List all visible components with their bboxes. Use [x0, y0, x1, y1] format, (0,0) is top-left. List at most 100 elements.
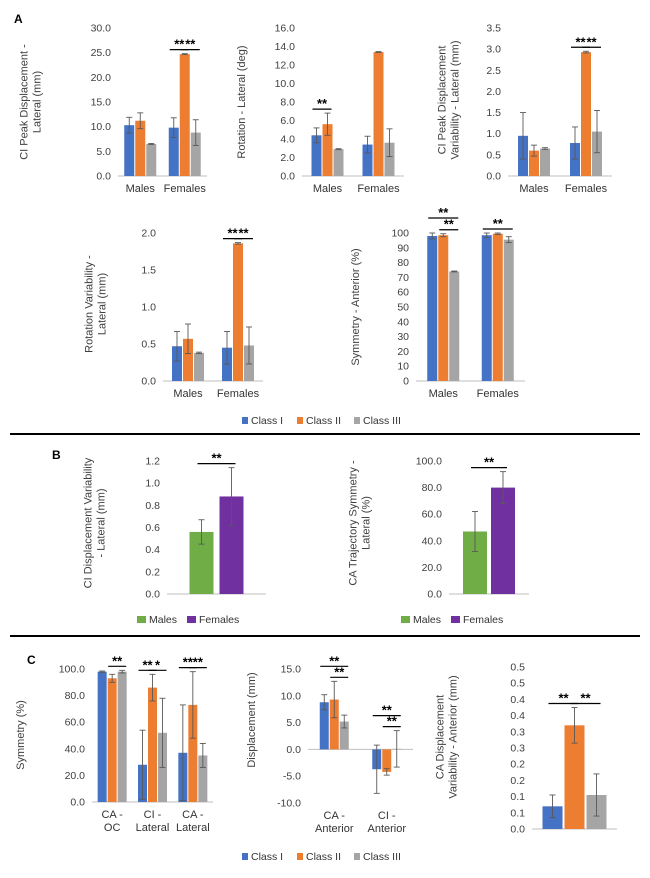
y-tick-label: 90 [397, 242, 409, 254]
bar-a3-1-1 [581, 52, 591, 176]
y-tick-label: 20.0 [422, 562, 443, 574]
y-tick-label: 1.5 [486, 107, 501, 119]
panel-label-a: A [14, 12, 23, 26]
y-tick-label: 0.0 [286, 744, 301, 756]
legend-sex-b-right: Males Females [401, 614, 503, 626]
y-tick-label: 8.0 [280, 97, 295, 109]
bar-a3-2-1 [592, 131, 602, 176]
y-tick-label: 2.0 [141, 228, 156, 240]
significance-label: ** [558, 691, 569, 706]
significance-label: ** [387, 714, 398, 729]
bar-a2-0-1 [362, 144, 373, 176]
y-tick-label: 2.0 [280, 152, 295, 164]
bar-a1-1-1 [179, 54, 190, 176]
bar-a5-1-1 [492, 233, 503, 381]
bar-a2-1-0 [322, 124, 333, 176]
significance-label: ** [193, 655, 204, 670]
significance-label: ** [444, 217, 455, 232]
bar-a1-2-1 [190, 132, 201, 176]
significance-label: ** [334, 664, 345, 679]
y-tick-label: 60.0 [422, 509, 443, 521]
y-tick-label: 20.0 [91, 72, 112, 84]
bar-a1-0-1 [168, 127, 179, 176]
y-tick-label: 1.0 [486, 128, 501, 140]
bar-c3-1-0 [564, 725, 585, 829]
bar-c1-0-0 [97, 671, 107, 802]
y-axis-label: Symmetry - Anterior (%) [350, 248, 362, 365]
legend-swatch [137, 616, 146, 623]
chart-c2: -10.0 -5.0 0.0 5.0 10.0 15.0 Displacement (mm)… [246, 653, 413, 835]
panel-label-b: B [52, 448, 61, 462]
legend-label: Class II [306, 851, 341, 863]
y-axis-label: CA Trajectory Symmetry -Lateral (%) [348, 460, 373, 586]
bar-c2-2-0 [339, 721, 349, 750]
y-tick-label: 80.0 [422, 482, 443, 494]
category-label: CI -Anterior [367, 810, 406, 835]
category-label: CA -OC [101, 809, 123, 834]
chart-c1: 0.0 20.0 40.0 60.0 80.0 100.0 Symmetry (%) CA -… [15, 653, 213, 834]
bar-a2-2-1 [384, 142, 395, 176]
significance-label: ** [484, 455, 495, 470]
chart-a4: 0.0 0.5 1.0 1.5 2.0 Rotation Variability -Lat… [84, 226, 263, 400]
category-label: Females [357, 183, 400, 195]
significance-label: * [155, 657, 161, 672]
bar-c1-1-0 [107, 678, 117, 802]
y-axis-label-line: Rotation Variability - [84, 255, 96, 353]
bar-b2-1-0 [491, 487, 515, 594]
category-label: Males [429, 388, 459, 400]
bar-c1-2-0 [117, 671, 127, 802]
category-label-line: Females [477, 388, 520, 400]
y-tick-label: 12.0 [275, 60, 296, 72]
legend-swatch [354, 417, 360, 424]
bar-a1-0-0 [124, 125, 135, 176]
y-tick-label: 20.0 [65, 770, 86, 782]
legend-swatch [242, 853, 248, 860]
bar-c1-1-1 [148, 687, 157, 802]
y-axis-label-line: CI Peak Displacement - [19, 44, 31, 160]
bar-a5-0-0 [427, 235, 438, 381]
y-tick-label: 100.0 [59, 664, 85, 676]
y-tick-label: 0.8 [145, 500, 160, 512]
bar-a2-2-0 [333, 149, 344, 176]
y-tick-label: 0.2 [145, 566, 160, 578]
panel-label-c: C [27, 653, 36, 667]
category-label-line: Females [357, 183, 400, 195]
category-label-line: Females [217, 388, 260, 400]
significance-label: ** [586, 34, 597, 49]
category-label-line: Males [313, 183, 343, 195]
legend-label: Males [413, 614, 441, 626]
significance-label: ** [317, 96, 328, 111]
y-tick-label: 0.3 [510, 726, 525, 738]
y-tick-label: 80.0 [65, 690, 86, 702]
y-axis-label: Displacement (mm) [246, 672, 258, 767]
category-label-line: Anterior [367, 823, 406, 835]
significance-label: ** [493, 216, 504, 231]
y-axis-label-line: CA Displacement [435, 695, 447, 779]
y-axis-label-line: CI Peak Displacement [437, 46, 449, 155]
category-label-line: CA - [182, 809, 204, 821]
legend-label: Class I [251, 415, 283, 427]
category-label-line: Females [164, 183, 207, 195]
bar-c2-1-1 [382, 749, 392, 772]
y-axis-label: CI Displacement Variability- Lateral (mm… [83, 457, 108, 588]
category-label-line: Lateral [136, 822, 170, 834]
y-tick-label: 0.1 [510, 791, 525, 803]
bar-c1-2-2 [198, 755, 208, 802]
legend-label: Class I [251, 851, 283, 863]
y-axis-label: CA DisplacementVariability - Anterior (m… [435, 675, 460, 798]
bar-c2-0-0 [319, 702, 329, 750]
bar-c1-1-2 [188, 704, 198, 802]
y-tick-label: 25.0 [91, 47, 112, 59]
category-label: CA -Anterior [315, 810, 354, 835]
y-axis-label-line: Symmetry - Anterior (%) [350, 248, 362, 365]
significance-label: ** [580, 691, 591, 706]
category-label: Males [313, 183, 343, 195]
significance-label: ** [174, 37, 185, 52]
bar-a5-2-0 [449, 271, 460, 381]
y-tick-label: 15.0 [281, 664, 302, 676]
y-tick-label: 3.5 [486, 23, 501, 35]
y-axis-label-line: Lateral (%) [361, 496, 373, 550]
bar-a2-1-1 [373, 52, 384, 176]
y-tick-label: 30.0 [91, 23, 112, 35]
